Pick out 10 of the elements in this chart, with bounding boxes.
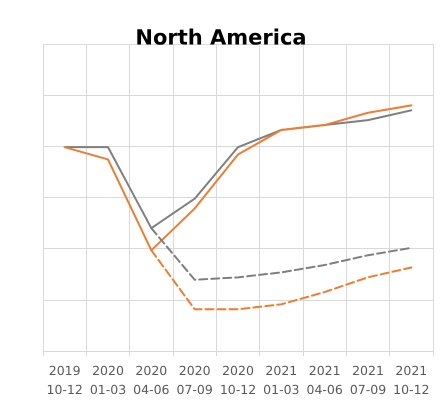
x-tick-label: 2020 01-03 (90, 363, 126, 397)
chart-title: North America (135, 26, 307, 50)
x-tick-label: 2021 07-09 (350, 363, 386, 397)
x-tick-label: 2021 10-12 (393, 363, 430, 397)
x-tick-label: 2019 10-12 (46, 363, 83, 397)
x-tick-label: 2020 10-12 (220, 363, 256, 397)
x-tick-label: 2021 04-06 (306, 363, 343, 397)
x-tick-label: 2021 01-03 (263, 363, 300, 397)
x-tick-label: 2020 07-09 (176, 363, 213, 397)
x-tick-label: 2020 04-06 (133, 363, 170, 397)
